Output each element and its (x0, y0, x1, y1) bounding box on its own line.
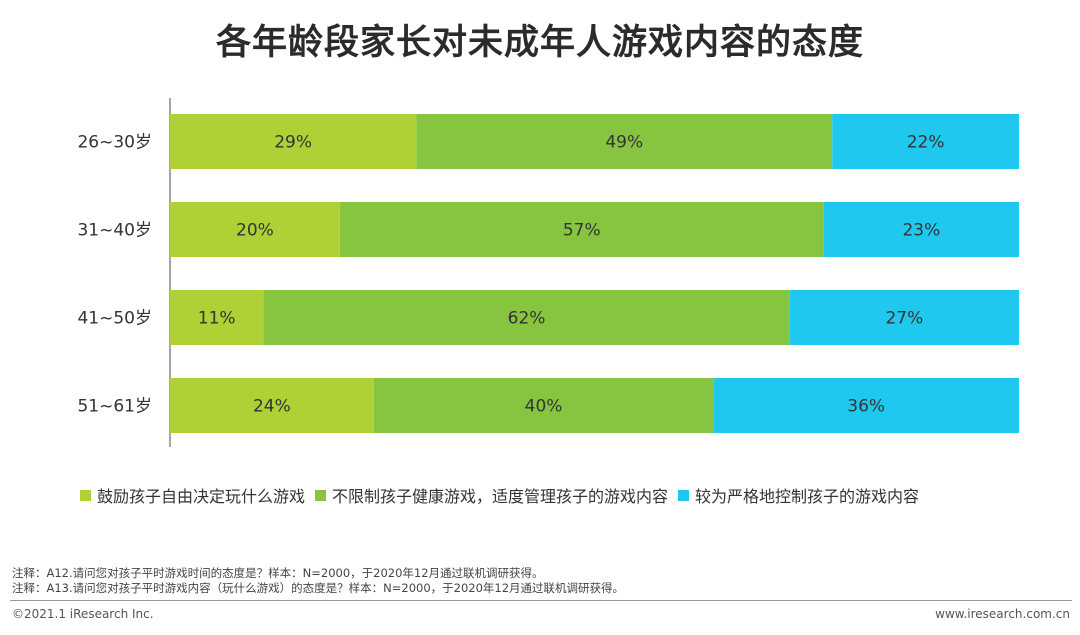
bar-segment (170, 378, 374, 433)
legend-label: 较为严格地控制孩子的游戏内容 (695, 487, 920, 506)
stacked-bar-chart: 26~30岁 29% 49% 22% 31~40岁 20% 57% 23% 41~50岁 11% 6… (77, 98, 1019, 447)
category-label: 51~61岁 (77, 397, 152, 417)
bar-segment (170, 114, 417, 169)
data-label: 24% (253, 397, 291, 417)
bar-segment (789, 290, 1019, 345)
legend-item-encourage: 鼓励孩子自由决定玩什么游戏 (80, 483, 305, 507)
category-label: 41~50岁 (77, 309, 152, 329)
legend-label: 鼓励孩子自由决定玩什么游戏 (97, 487, 306, 506)
data-label: 49% (605, 133, 643, 153)
legend-swatch (678, 489, 690, 501)
bar-segment (713, 378, 1019, 433)
data-label: 40% (525, 397, 563, 417)
footer-divider (10, 600, 1072, 601)
legend-swatch (315, 489, 327, 501)
legend-item-strict: 较为严格地控制孩子的游戏内容 (678, 483, 919, 507)
copyright-text: ©2021.1 iResearch Inc. (12, 607, 154, 621)
footnote-a13: 注释：A13.请问您对孩子平时游戏内容（玩什么游戏）的态度是？样本：N=2000… (12, 581, 625, 595)
bar-segment (170, 290, 264, 345)
legend-swatch (80, 489, 91, 501)
bar-segment (823, 202, 1019, 257)
data-label: 27% (885, 309, 923, 329)
footnotes: 注释：A12.请问您对孩子平时游戏时间的态度是？样本：N=2000，于2020年… (12, 566, 624, 596)
data-label: 20% (236, 221, 274, 241)
bar-segment (832, 114, 1019, 169)
category-label: 31~40岁 (77, 221, 152, 241)
legend-label: 不限制孩子健康游戏，适度管理孩子的游戏内容 (332, 487, 669, 506)
data-label: 29% (274, 133, 312, 153)
bar-segment (263, 290, 790, 345)
bar-segment (339, 202, 824, 257)
category-label: 26~30岁 (77, 133, 152, 153)
chart-legend: 鼓励孩子自由决定玩什么游戏 不限制孩子健康游戏，适度管理孩子的游戏内容 较为严格… (80, 484, 929, 506)
legend-item-moderate: 不限制孩子健康游戏，适度管理孩子的游戏内容 (315, 483, 668, 507)
bar-segment (416, 114, 833, 169)
data-label: 36% (847, 397, 885, 417)
data-label: 11% (198, 309, 236, 329)
data-label: 57% (563, 221, 601, 241)
data-label: 23% (902, 221, 940, 241)
data-label: 22% (907, 133, 945, 153)
bar-segment (373, 378, 714, 433)
bar-segment (170, 202, 340, 257)
data-label: 62% (508, 309, 546, 329)
footnote-a12: 注释：A12.请问您对孩子平时游戏时间的态度是？样本：N=2000，于2020年… (12, 566, 544, 580)
chart-title: 各年龄段家长对未成年人游戏内容的态度 (215, 23, 864, 63)
website-link[interactable]: www.iresearch.com.cn (935, 607, 1070, 621)
